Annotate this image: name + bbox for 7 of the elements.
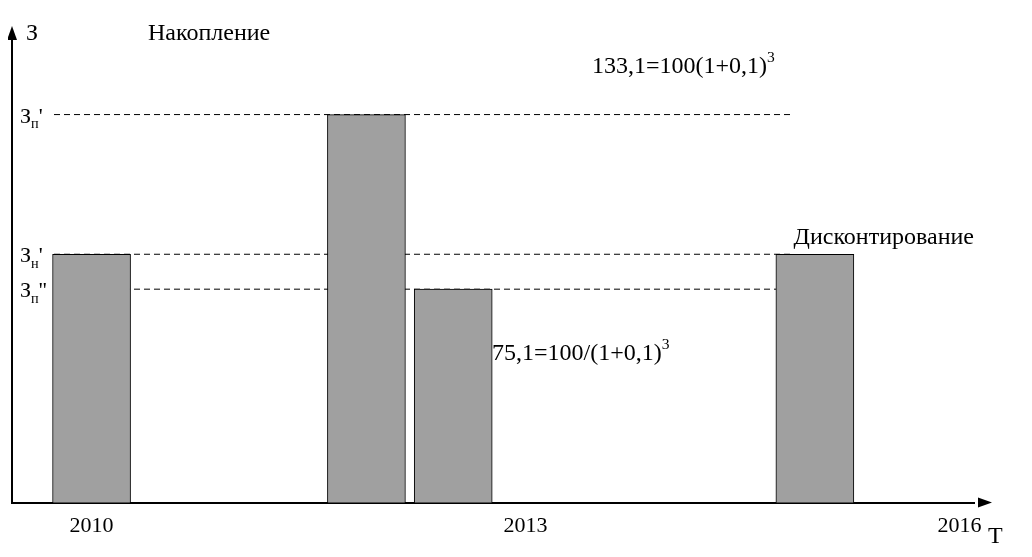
x-tick-label: 2013: [503, 511, 548, 537]
x-tick-label: 2010: [69, 511, 114, 537]
text: T: [988, 521, 1003, 548]
annotation: Дисконтирование: [793, 223, 975, 250]
chart-title: Накопление: [148, 19, 271, 45]
x-tick-label: 2016: [937, 511, 982, 537]
text: З: [26, 19, 39, 45]
